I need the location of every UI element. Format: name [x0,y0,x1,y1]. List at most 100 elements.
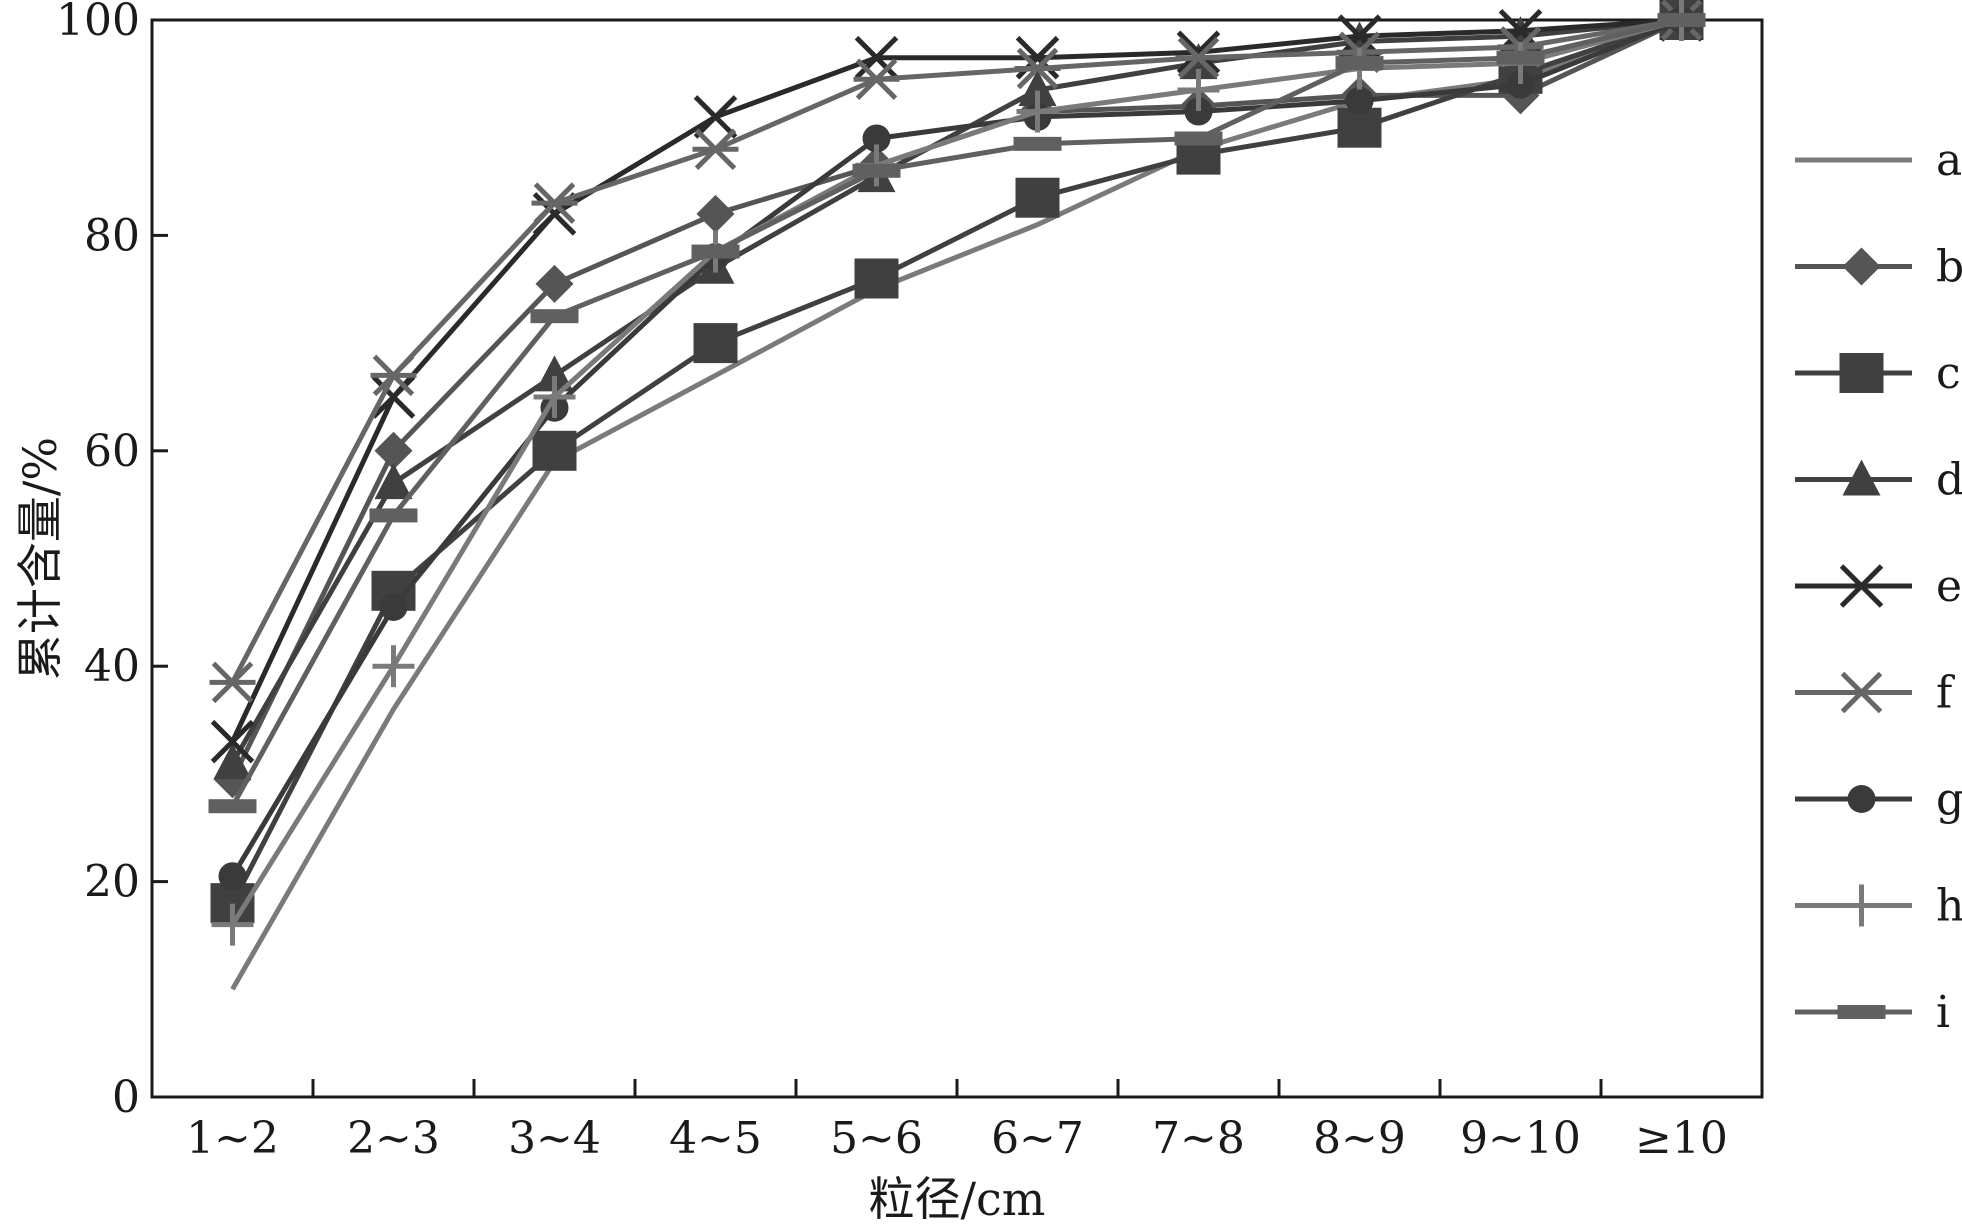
legend-label: d [1936,455,1962,506]
series-b [213,1,1701,799]
y-axis-title: 累计含量/% [13,437,67,680]
x-tick-label: ≥10 [1635,1113,1728,1164]
series-h-line [230,17,1683,927]
series-i-point [530,309,579,324]
series-f-point [1014,47,1061,90]
y-tick-label: 0 [112,1072,140,1123]
series-c-point [693,323,738,364]
series-b-point [696,194,735,233]
legend-label: a [1936,135,1962,186]
series-g-point [1506,70,1535,99]
x-axis: 1~2 2~3 3~4 4~5 5~6 6~7 7~8 8~9 9~10 ≥10 [186,1079,1728,1164]
legend-marker [1839,564,1884,608]
series-d-point [213,743,252,780]
series-i [208,13,1706,814]
legend-label: g [1936,774,1962,825]
x-tick-label: 8~9 [1313,1113,1406,1164]
series-a-line [230,17,1683,991]
legend-marker [1839,353,1884,393]
legend-marker [1838,671,1885,714]
series-f-point [531,182,578,224]
legend-label: h [1936,881,1962,932]
legend-label: i [1936,987,1950,1038]
series-h-point [1177,69,1220,112]
series-f-line [230,17,1682,684]
series-e-point [210,719,255,764]
series-g-point [1184,97,1213,126]
series-c-point [532,430,577,471]
y-tick-label: 20 [84,857,140,908]
x-tick-label: 2~3 [347,1113,440,1164]
legend-item-h: h [1795,881,1962,932]
series-d [213,0,1701,780]
x-tick-label: 4~5 [669,1113,762,1164]
legend-marker [1842,247,1881,286]
y-tick-label: 100 [56,0,140,46]
series-i-point [369,508,418,523]
series-i-point [1335,56,1384,71]
series-h-point [211,903,254,946]
series-f-point [692,128,739,171]
legend-label: c [1936,348,1961,399]
series-c-point [1015,177,1060,218]
series-d-point [374,463,413,500]
legend: a b c d e f g h i [1795,135,1962,1038]
y-tick-label: 40 [84,641,140,692]
series-b-point [374,431,413,470]
series-f-point [209,661,256,704]
series-i-point [852,163,901,178]
series-e-point [1176,30,1221,75]
y-tick-label: 80 [84,210,140,261]
series-c-point [854,258,899,299]
legend-label: f [1936,668,1955,719]
series-f-point [853,58,900,101]
x-tick-label: 7~8 [1152,1113,1245,1164]
series-e-line [230,17,1682,743]
series-c-line [230,17,1683,905]
series-i-point [208,799,257,814]
series-h-point [1016,90,1059,133]
series-i-point [1013,136,1062,151]
series-h-point [533,375,576,418]
series-f-point [370,354,417,397]
series-layer [208,0,1706,991]
legend-marker [1837,1005,1886,1019]
series-g-line [230,17,1683,878]
plot-frame [150,18,1764,1099]
series-g-point [1345,86,1374,115]
series-g-point [379,592,408,621]
legend-item-g: g [1795,774,1962,825]
series-e-point [854,35,899,80]
series-a [230,17,1683,991]
x-tick-label: 3~4 [508,1113,601,1164]
series-h-point [372,645,415,688]
y-tick-label: 60 [84,426,140,477]
legend-item-b: b [1795,242,1962,293]
legend-item-c: c [1795,348,1961,399]
series-g-point [862,124,891,153]
series-h [211,0,1703,946]
x-tick-label: 6~7 [991,1113,1084,1164]
series-d-point [535,355,574,392]
plot-border [150,18,1764,1099]
legend-item-f: f [1795,668,1955,719]
legend-label: b [1936,242,1962,293]
series-f-point [1175,36,1222,79]
x-tick-label: 9~10 [1460,1113,1581,1164]
series-i-point [1496,50,1545,65]
series-e-point [693,95,738,139]
series-i-point [1657,13,1706,27]
x-tick-label: 1~2 [186,1113,279,1164]
series-e-point [371,375,416,419]
legend-item-e: e [1795,561,1962,612]
legend-marker [1840,884,1883,927]
legend-item-d: d [1795,455,1962,506]
series-d-point [1018,70,1057,107]
series-i-point [691,244,740,259]
legend-marker [1847,785,1876,813]
legend-item-a: a [1795,135,1962,186]
legend-label: e [1936,561,1962,612]
series-d-line [230,17,1682,765]
series-g-point [218,862,247,891]
